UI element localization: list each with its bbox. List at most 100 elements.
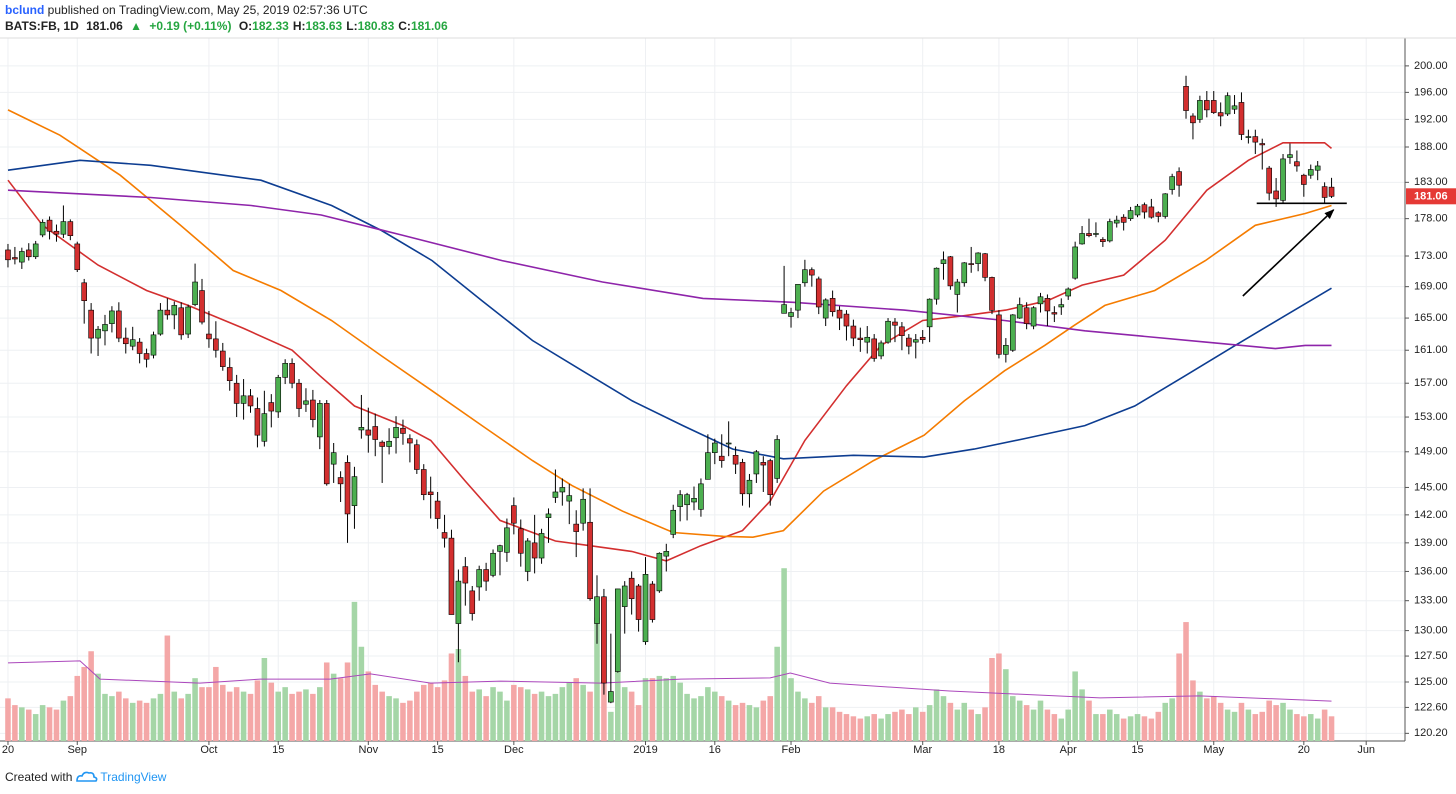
- volume-bar: [912, 707, 919, 741]
- candle-body: [1280, 158, 1286, 201]
- candle-body: [843, 313, 850, 327]
- volume-bar: [538, 691, 545, 741]
- volume-bar: [213, 666, 219, 741]
- footer-brand[interactable]: TradingView: [100, 770, 167, 784]
- quote: O:182.33 H:183.63 L:180.83 C:181.06: [239, 19, 452, 33]
- last-price-label: 181.06: [1414, 191, 1448, 203]
- candle-body: [372, 426, 379, 440]
- candle-body: [1106, 221, 1113, 242]
- volume-bar: [829, 707, 836, 741]
- candle-body: [802, 269, 808, 284]
- candle-body: [407, 438, 413, 444]
- author[interactable]: bclund: [5, 3, 45, 17]
- grid: [0, 38, 1405, 741]
- candle-body: [323, 403, 330, 485]
- candle-body: [795, 284, 801, 311]
- candle-body: [5, 249, 11, 261]
- volume-ma-line: [7, 660, 1332, 702]
- candle-body: [317, 403, 323, 438]
- volume-bar: [240, 691, 247, 741]
- volume-bar: [947, 702, 954, 741]
- volume-bar: [545, 696, 552, 741]
- volume-bar: [109, 696, 115, 741]
- volume-bar: [469, 691, 476, 741]
- volume-bar: [136, 700, 143, 741]
- candle-body: [143, 353, 150, 360]
- candle-body: [53, 230, 60, 235]
- candle-body: [448, 537, 455, 615]
- volume-bar: [1162, 702, 1169, 741]
- candle-body: [226, 367, 233, 382]
- volume-bar: [996, 653, 1002, 741]
- candle-body: [698, 483, 704, 510]
- volume-bar: [1328, 716, 1335, 741]
- quote-value: 180.83: [357, 19, 395, 33]
- candle-body: [1197, 100, 1203, 120]
- candle-body: [1328, 186, 1335, 197]
- volume-bar: [407, 700, 413, 741]
- candle-body: [1259, 143, 1266, 146]
- candle-body: [705, 452, 711, 480]
- y-tick-label: 125.00: [1414, 676, 1448, 688]
- candle-body: [1266, 167, 1272, 194]
- candle-body: [982, 253, 988, 278]
- volume-bar: [254, 680, 261, 741]
- candle-body: [649, 583, 656, 620]
- candle-body: [587, 521, 593, 600]
- volume-bar: [143, 702, 150, 741]
- y-tick-label: 130.00: [1414, 625, 1448, 637]
- candle-body: [1238, 102, 1245, 135]
- volume-bar: [178, 698, 184, 741]
- volume-bar: [836, 711, 843, 741]
- volume-bar: [684, 693, 690, 741]
- candle-body: [642, 574, 649, 643]
- candle-body: [1287, 154, 1293, 158]
- x-tick-label: 15: [1131, 744, 1143, 756]
- candle-body: [628, 577, 635, 600]
- candle-body: [289, 363, 295, 384]
- volume-bar: [926, 705, 933, 741]
- volume-bar: [656, 675, 663, 741]
- candle-body: [1301, 174, 1307, 185]
- y-tick-label: 145.00: [1414, 481, 1448, 493]
- candle-body: [164, 309, 171, 316]
- candle-body: [434, 500, 441, 519]
- volume-bar: [1141, 716, 1148, 741]
- volume-bar: [1072, 671, 1078, 741]
- y-tick-label: 157.00: [1414, 377, 1448, 389]
- candle-body: [414, 444, 420, 470]
- candle-body: [67, 221, 74, 236]
- candle-body: [1086, 233, 1092, 236]
- volume-bar: [573, 678, 579, 741]
- volume-bar: [822, 707, 829, 741]
- volume-bar: [691, 698, 697, 741]
- candle-body: [254, 408, 261, 436]
- volume-bar: [954, 709, 961, 741]
- candle-body: [379, 441, 385, 447]
- x-tick-label: Apr: [1060, 744, 1077, 756]
- candle-body: [829, 298, 836, 313]
- volume-bar: [296, 691, 302, 741]
- candle-body: [1093, 233, 1099, 235]
- candle-body: [1141, 204, 1148, 213]
- volume-bar: [358, 646, 365, 741]
- y-tick-label: 139.00: [1414, 537, 1448, 549]
- candle-body: [213, 338, 219, 351]
- volume-bar: [1044, 709, 1051, 741]
- candle-body: [517, 528, 524, 554]
- volume-bar: [5, 698, 11, 741]
- volume-bar: [441, 680, 448, 741]
- candle-body: [88, 309, 94, 339]
- volume-bar: [1204, 698, 1210, 741]
- y-tick-label: 188.00: [1414, 141, 1448, 153]
- volume-bar: [317, 687, 323, 741]
- volume-bar: [372, 684, 379, 741]
- candle-body: [1217, 112, 1224, 117]
- candle-body: [171, 305, 178, 316]
- y-tick-label: 173.00: [1414, 250, 1448, 262]
- footer: Created with TradingView: [5, 770, 166, 784]
- volume-bar: [102, 693, 108, 741]
- y-tick-label: 127.50: [1414, 650, 1448, 662]
- candle-body: [684, 494, 690, 506]
